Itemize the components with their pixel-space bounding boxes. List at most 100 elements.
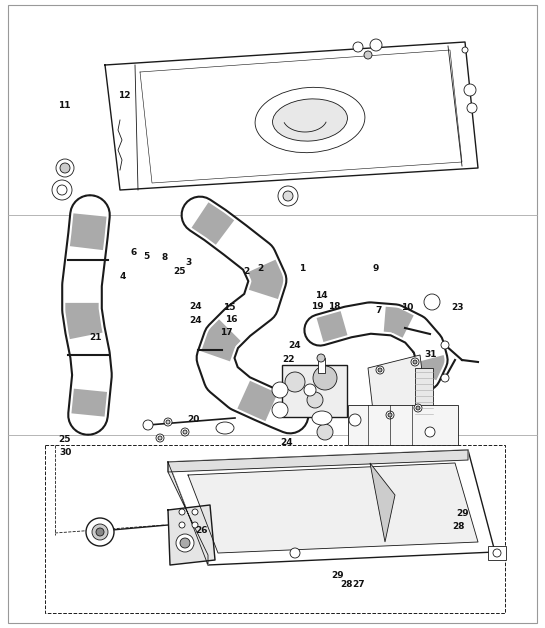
Text: 20: 20 [187,415,199,424]
Polygon shape [368,355,428,428]
Text: 5: 5 [143,252,149,261]
Circle shape [156,434,164,442]
Circle shape [386,411,394,419]
Polygon shape [370,463,395,542]
Circle shape [467,103,477,113]
Text: 19: 19 [311,302,324,311]
Text: 4: 4 [119,272,126,281]
Text: 12: 12 [118,91,130,100]
Circle shape [272,402,288,418]
Circle shape [378,368,382,372]
Text: 22: 22 [283,355,295,364]
Circle shape [278,186,298,206]
Text: 10: 10 [402,303,414,312]
Text: 6: 6 [130,248,137,257]
Text: 24: 24 [189,316,202,325]
Text: 17: 17 [220,328,233,337]
Circle shape [353,42,363,52]
Ellipse shape [312,411,332,425]
Ellipse shape [255,87,365,153]
Polygon shape [188,463,478,553]
Bar [415,368,433,423]
Text: 31: 31 [425,350,437,359]
Text: 1: 1 [299,264,306,273]
Polygon shape [168,462,208,565]
Circle shape [86,518,114,546]
Circle shape [441,374,449,382]
Circle shape [158,436,162,440]
Circle shape [164,418,172,426]
Text: 24: 24 [280,438,293,447]
Text: 15: 15 [223,303,235,312]
Text: 11: 11 [58,101,70,110]
Circle shape [376,366,384,374]
Circle shape [285,372,305,392]
Bar [348,405,458,445]
Polygon shape [168,450,495,565]
Circle shape [60,163,70,173]
Bar [318,358,325,373]
Bar [488,546,506,560]
Text: 27: 27 [352,580,365,588]
Circle shape [180,538,190,548]
Text: 29: 29 [331,571,344,580]
Circle shape [290,548,300,558]
Circle shape [179,509,185,515]
Text: 3: 3 [185,258,191,267]
Polygon shape [168,450,468,472]
Text: 28: 28 [341,580,353,588]
Circle shape [388,413,392,417]
Circle shape [192,509,198,515]
Text: 28: 28 [453,522,465,531]
Bar [45,445,505,613]
Text: 25: 25 [58,435,70,444]
Circle shape [283,191,293,201]
Circle shape [192,522,198,528]
Text: 24: 24 [288,341,301,350]
Text: 7: 7 [376,306,382,315]
Circle shape [370,39,382,51]
Circle shape [317,424,333,440]
Circle shape [414,404,422,412]
Circle shape [462,47,468,53]
Bar [282,365,347,417]
Circle shape [317,354,325,362]
Circle shape [441,341,449,349]
Text: 30: 30 [59,448,71,457]
Polygon shape [105,42,478,190]
Text: 21: 21 [89,333,101,342]
Circle shape [364,51,372,59]
Circle shape [425,427,435,437]
Ellipse shape [216,422,234,434]
Text: 16: 16 [226,315,238,323]
Text: 8: 8 [161,253,168,262]
Circle shape [52,180,72,200]
Circle shape [176,534,194,552]
Text: 23: 23 [452,303,464,312]
Text: 2: 2 [243,267,250,276]
Circle shape [56,159,74,177]
Circle shape [96,528,104,536]
Circle shape [313,366,337,390]
Circle shape [424,294,440,310]
Text: 25: 25 [174,268,186,276]
Circle shape [166,420,170,424]
Text: 24: 24 [189,302,202,311]
Circle shape [413,360,417,364]
Polygon shape [168,505,215,565]
Circle shape [411,358,419,366]
Circle shape [304,384,316,396]
Circle shape [416,406,420,410]
Text: 29: 29 [456,509,469,518]
Circle shape [464,84,476,96]
Circle shape [143,420,153,430]
Circle shape [307,392,323,408]
Ellipse shape [272,99,347,141]
Circle shape [57,185,67,195]
Circle shape [181,428,189,436]
Circle shape [92,524,108,540]
Circle shape [179,522,185,528]
Circle shape [183,430,187,434]
Text: 2: 2 [257,264,264,273]
Text: 14: 14 [315,291,328,300]
